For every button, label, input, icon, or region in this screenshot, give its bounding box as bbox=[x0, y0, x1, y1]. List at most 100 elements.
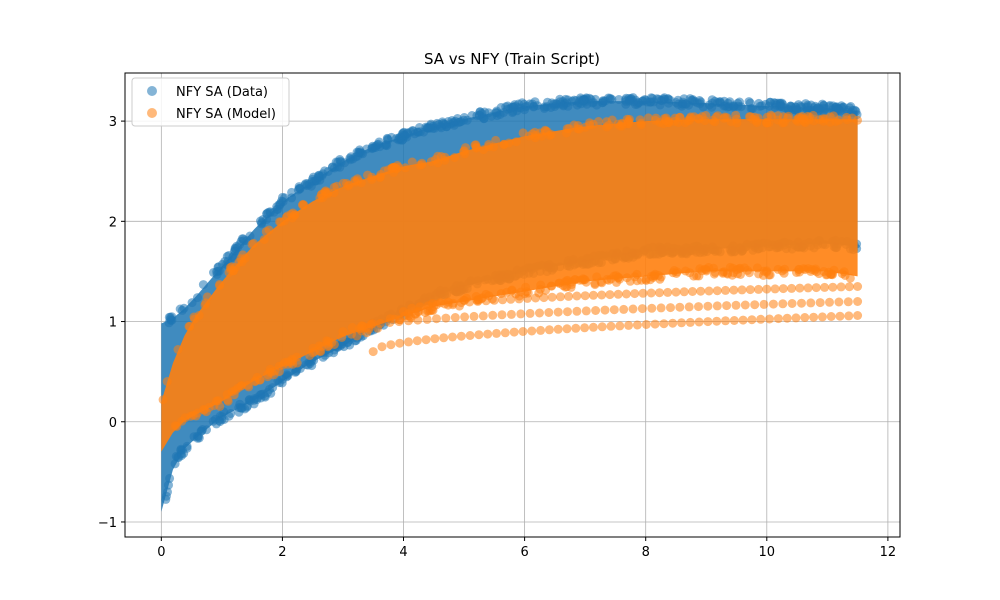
scatter-point bbox=[371, 143, 380, 152]
scatter-point bbox=[415, 302, 425, 312]
scatter-point bbox=[619, 304, 629, 314]
scatter-point bbox=[492, 328, 501, 338]
scatter-point bbox=[666, 303, 675, 313]
scatter-point bbox=[333, 157, 343, 167]
scatter-point bbox=[395, 338, 405, 348]
scatter-point bbox=[185, 321, 195, 331]
scatter-point bbox=[170, 421, 180, 431]
scatter-point bbox=[745, 285, 755, 295]
scatter-point bbox=[399, 307, 408, 316]
scatter-point bbox=[729, 316, 739, 325]
scatter-point bbox=[247, 239, 257, 249]
scatter-point bbox=[600, 305, 610, 315]
scatter-point bbox=[684, 302, 694, 312]
scatter-point bbox=[473, 296, 483, 306]
x-tick-label: 0 bbox=[157, 545, 165, 560]
scatter-point bbox=[456, 298, 466, 308]
scatter-point bbox=[539, 293, 549, 303]
scatter-point bbox=[338, 327, 348, 337]
scatter-point bbox=[506, 309, 516, 319]
scatter-point bbox=[436, 123, 446, 133]
scatter-point bbox=[507, 286, 517, 296]
scatter-point bbox=[459, 146, 469, 156]
scatter-point bbox=[853, 311, 863, 320]
scatter-point bbox=[415, 160, 425, 170]
scatter-point bbox=[671, 269, 681, 278]
legend-marker-model bbox=[147, 108, 157, 118]
scatter-point bbox=[382, 141, 392, 151]
scatter-point bbox=[746, 104, 756, 114]
scatter-point bbox=[531, 293, 541, 303]
scatter-point bbox=[158, 395, 168, 405]
scatter-point bbox=[282, 372, 292, 382]
scatter-point bbox=[754, 269, 764, 279]
scatter-point bbox=[825, 297, 834, 307]
scatter-point bbox=[275, 217, 285, 227]
scatter-point bbox=[561, 128, 571, 138]
scatter-point bbox=[236, 403, 245, 413]
scatter-point bbox=[721, 316, 730, 326]
scatter-point bbox=[636, 118, 646, 128]
scatter-point bbox=[646, 93, 656, 103]
scatter-point bbox=[478, 311, 488, 321]
scatter-point bbox=[448, 298, 458, 308]
scatter-point bbox=[694, 302, 703, 312]
scatter-point bbox=[535, 308, 544, 318]
scatter-point bbox=[641, 320, 651, 329]
scatter-point bbox=[726, 117, 736, 127]
scatter-point bbox=[553, 324, 563, 334]
scatter-point bbox=[817, 312, 827, 322]
scatter-point bbox=[243, 380, 253, 390]
scatter-point bbox=[522, 293, 532, 303]
scatter-point bbox=[496, 103, 506, 112]
legend: NFY SA (Data) NFY SA (Model) bbox=[131, 77, 290, 127]
scatter-point bbox=[575, 275, 585, 285]
scatter-point bbox=[703, 301, 713, 311]
scatter-point bbox=[791, 103, 801, 112]
scatter-point bbox=[579, 95, 589, 105]
scatter-point bbox=[590, 278, 600, 288]
scatter-point bbox=[193, 293, 202, 303]
scatter-point bbox=[605, 290, 615, 300]
scatter-point bbox=[597, 290, 607, 300]
scatter-point bbox=[694, 317, 704, 327]
scatter-point bbox=[510, 100, 520, 110]
scatter-point bbox=[530, 97, 540, 107]
scatter-point bbox=[712, 286, 722, 296]
scatter-point bbox=[591, 306, 601, 315]
scatter-point bbox=[765, 314, 774, 324]
scatter-point bbox=[572, 291, 582, 301]
scatter-point bbox=[237, 257, 247, 267]
scatter-point bbox=[572, 306, 582, 316]
scatter-point bbox=[727, 270, 737, 280]
scatter-point bbox=[340, 158, 350, 168]
scatter-point bbox=[594, 117, 603, 126]
scatter-point bbox=[277, 196, 287, 206]
scatter-point bbox=[704, 286, 714, 296]
scatter-point bbox=[761, 99, 771, 109]
x-tick-label: 10 bbox=[759, 545, 776, 560]
scatter-point bbox=[295, 184, 305, 194]
scatter-point bbox=[386, 340, 396, 350]
scatter-point bbox=[677, 318, 686, 328]
scatter-point bbox=[777, 266, 787, 276]
scatter-point bbox=[163, 487, 172, 497]
scatter-point bbox=[799, 264, 809, 274]
scatter-point bbox=[675, 112, 685, 122]
scatter-point bbox=[628, 304, 638, 314]
scatter-point bbox=[636, 275, 646, 285]
scatter-point bbox=[564, 291, 574, 301]
scatter-point bbox=[853, 115, 862, 125]
scatter-point bbox=[462, 115, 472, 125]
scatter-point bbox=[797, 298, 806, 308]
y-axis: −1 0 1 2 3 bbox=[98, 115, 125, 531]
scatter-point bbox=[803, 283, 813, 293]
scatter-point bbox=[287, 193, 297, 203]
scatter-point bbox=[656, 303, 666, 313]
scatter-point bbox=[420, 308, 430, 317]
scatter-point bbox=[689, 112, 699, 122]
scatter-point bbox=[412, 336, 422, 346]
scatter-point bbox=[514, 294, 524, 304]
scatter-point bbox=[754, 98, 764, 108]
scatter-point bbox=[194, 310, 204, 320]
